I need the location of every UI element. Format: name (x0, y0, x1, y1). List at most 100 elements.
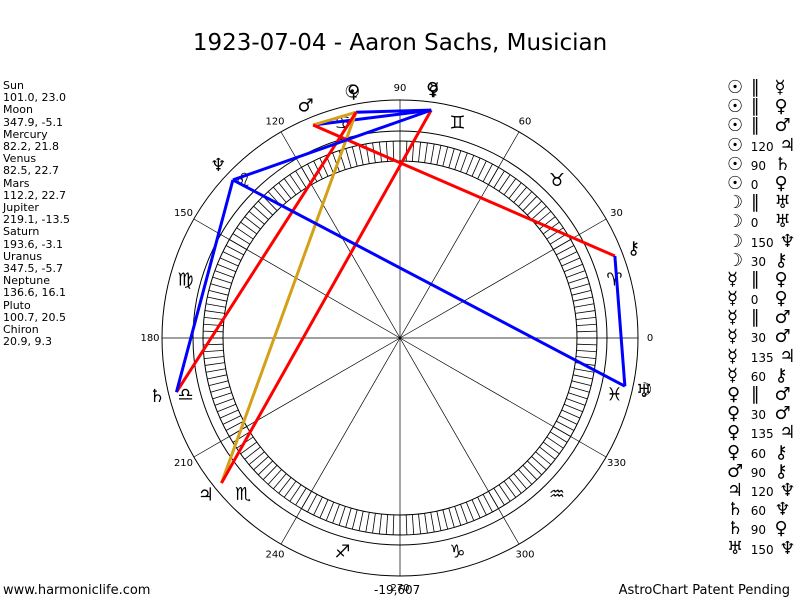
degree-label: 330 (607, 458, 626, 469)
aspect-line (174, 179, 235, 393)
aspect-line (312, 110, 357, 127)
aspect-planet-icon: ♆ (779, 537, 796, 559)
degree-tick (267, 469, 282, 485)
aspect-planet-icon: ☉ (727, 172, 744, 194)
planet-coords-mars: 112.2, 22.7 (3, 188, 66, 202)
aspect-planet-icon: ☉ (727, 134, 744, 156)
sign-sagittarius-icon: ♐ (334, 541, 350, 562)
planet-name-mars: Mars (3, 176, 30, 190)
degree-tick (471, 157, 481, 177)
aspect-row: ☿ 30 ♂ (727, 327, 800, 346)
degree-tick (232, 233, 251, 245)
aspect-type: 150 (750, 542, 774, 557)
planet-coords-moon: 347.9, -5.1 (3, 115, 63, 129)
degree-tick (214, 270, 234, 278)
aspect-row: ♅ 150 ♆ (727, 537, 800, 559)
aspect-line (613, 255, 627, 387)
aspect-planet-icon: ⚷ (774, 441, 788, 463)
chart-title: 1923-07-04 - Aaron Sachs, Musician (192, 30, 608, 56)
sign-libra-icon: ♎ (177, 384, 193, 405)
aspect-planet-icon: ♃ (727, 479, 744, 501)
aspect-planet-icon: ♀ (727, 384, 741, 405)
aspect-planet-icon: ☿ (727, 364, 739, 386)
degree-tick (576, 330, 597, 333)
aspect-type: 60 (750, 446, 767, 461)
degree-tick (575, 317, 596, 320)
aspect-planet-icon: ♄ (727, 518, 744, 540)
degree-tick (358, 145, 364, 165)
planet-name-chiron: Chiron (3, 323, 39, 337)
aspect-planet-icon: ☿ (727, 326, 739, 348)
planet-coords-mercury: 82.2, 21.8 (3, 140, 59, 154)
aspect-row: ♃ 120 ♆ (727, 481, 800, 500)
degree-tick (345, 148, 352, 168)
aspect-planet-icon: ♆ (779, 230, 796, 252)
aspect-type: 90 (750, 465, 767, 480)
planet-name-sun: Sun (3, 79, 24, 92)
planet-coords-chiron: 20.9, 9.3 (3, 335, 52, 349)
degree-tick (539, 446, 556, 460)
planet-name-uranus: Uranus (3, 249, 42, 263)
degree-tick (575, 356, 596, 359)
degree-tick (576, 343, 597, 346)
planet-name-saturn: Saturn (3, 225, 40, 239)
aspect-line (175, 111, 358, 393)
degree-tick (212, 276, 232, 284)
house-spoke (399, 131, 520, 339)
degree-tick (278, 182, 292, 199)
degree-tick (338, 506, 346, 526)
aspect-row: ♀ ∥ ♂ (727, 385, 800, 404)
planet-position-list: Sun 101.0, 23.0 Moon 347.9, -5.1 Mercury 82.2… (3, 79, 70, 349)
degree-tick (571, 380, 592, 387)
sign-scorpio-icon: ♏ (235, 484, 251, 505)
degree-tick (240, 441, 258, 455)
house-spoke (399, 337, 607, 458)
neptune-icon: ♆ (210, 155, 226, 176)
aspect-row: ☿ 135 ♃ (727, 345, 800, 367)
degree-tick (332, 152, 340, 172)
aspect-type: 0 (750, 293, 759, 308)
aspect-type: 120 (750, 484, 774, 499)
aspect-row: ☽ ∥ ♅ (727, 193, 800, 212)
aspect-planet-icon: ♂ (774, 326, 791, 348)
degree-label: 270 (390, 583, 409, 594)
aspect-planet-icon: ⚷ (774, 460, 788, 482)
chiron-icon: ⚷ (627, 238, 640, 259)
degree-tick (542, 441, 560, 455)
degree-tick (465, 155, 475, 175)
aspect-planet-icon: ♃ (779, 134, 796, 156)
aspect-planet-icon: ♅ (727, 537, 744, 559)
aspect-row: ☉ 90 ♄ (727, 155, 800, 174)
aspect-row: ☉ ∥ ♀ (727, 97, 800, 116)
degree-tick (503, 178, 517, 196)
degree-tick (503, 480, 517, 498)
aspect-type: 60 (750, 504, 767, 519)
degree-tick (531, 205, 547, 220)
aspect-planet-icon: ♀ (774, 96, 788, 118)
mars-icon: ♂ (297, 96, 313, 117)
aspect-planet-icon: ♃ (779, 345, 796, 367)
aspect-planet-icon: ☉ (727, 153, 744, 175)
degree-tick (214, 398, 234, 406)
aspect-planet-icon: ♂ (727, 460, 744, 482)
aspect-type: 0 (750, 177, 759, 192)
aspect-planet-icon: ♀ (727, 441, 741, 463)
venus-icon: ♀ (426, 79, 439, 100)
degree-tick (240, 221, 258, 235)
aspect-line (312, 108, 432, 127)
aspect-row: ☽ 30 ⚷ (727, 250, 800, 269)
aspect-line (232, 178, 626, 388)
degree-tick (372, 513, 376, 534)
aspect-planet-icon: ♂ (774, 307, 791, 329)
degree-tick (208, 289, 229, 296)
aspect-planet-icon: ♀ (774, 518, 788, 540)
aspect-planet-icon: ☿ (774, 77, 786, 98)
degree-tick (493, 170, 505, 189)
degree-label: 60 (519, 116, 532, 127)
degree-tick (411, 514, 415, 535)
degree-tick (358, 511, 364, 531)
degree-tick (205, 368, 226, 373)
degree-tick (448, 508, 455, 528)
footer-copyright: AstroChart Patent Pending (618, 583, 790, 598)
